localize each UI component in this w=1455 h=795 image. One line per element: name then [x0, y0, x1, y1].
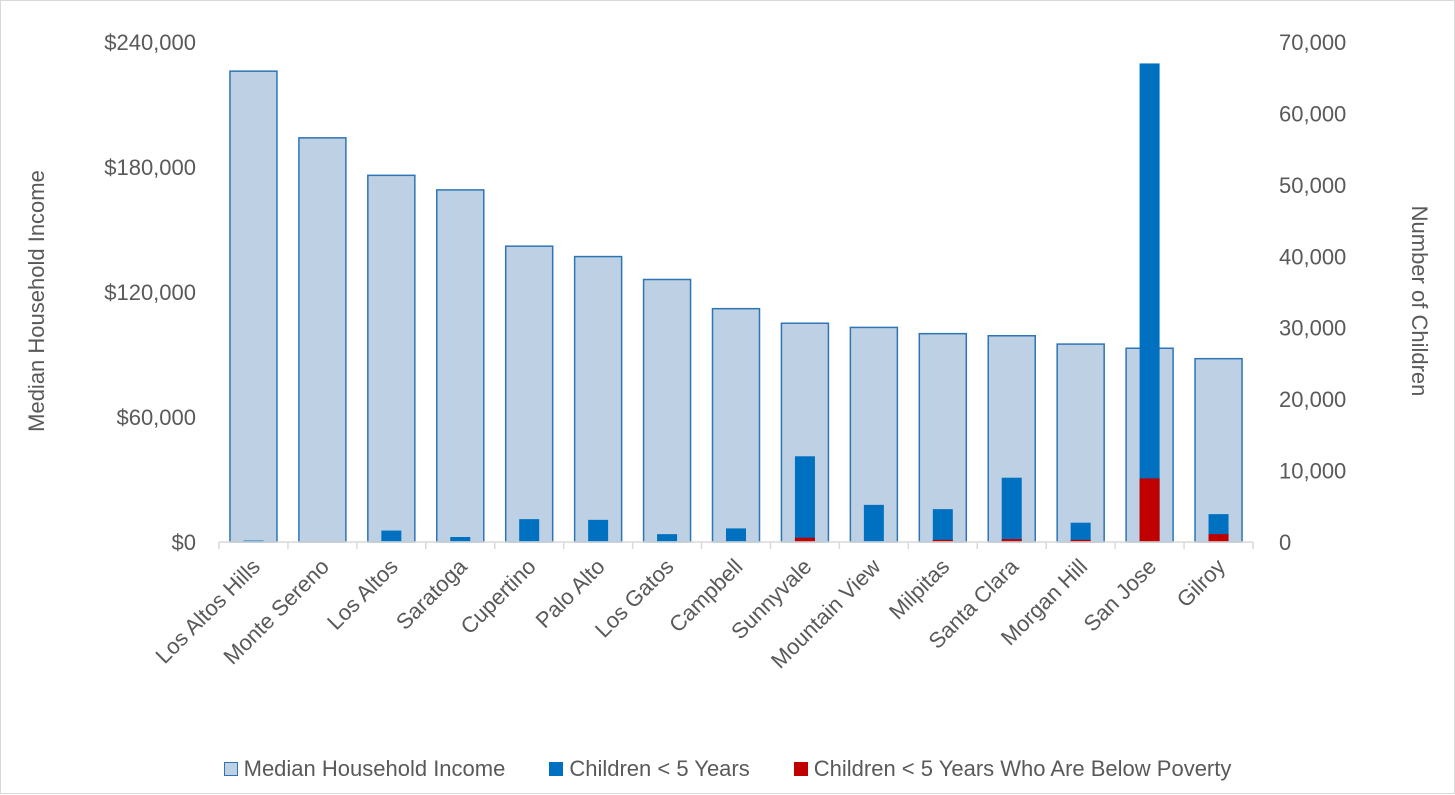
poverty-bar: [1001, 539, 1022, 542]
x-tick-label: San Jose: [1079, 554, 1162, 637]
income-bar: [436, 189, 485, 543]
children-bars: [243, 63, 1229, 543]
legend-swatch-poverty: [793, 762, 808, 776]
children-bar: [657, 534, 678, 542]
children-bar: [932, 509, 953, 542]
y-right-tick-label: 20,000: [1279, 387, 1346, 412]
income-bar: [573, 255, 623, 543]
income-bar: [642, 278, 692, 543]
y-right-tick-label: 30,000: [1279, 316, 1346, 341]
poverty-bar: [1208, 534, 1229, 542]
y-right-tick-label: 40,000: [1279, 244, 1346, 269]
poverty-bar: [794, 537, 815, 542]
children-bar: [519, 519, 540, 542]
y-right-tick-label: 10,000: [1279, 459, 1346, 484]
children-bar: [588, 519, 609, 542]
legend-item-income: Median Household Income: [223, 756, 506, 782]
legend-label-children: Children < 5 Years: [569, 756, 750, 781]
children-bar: [1070, 522, 1091, 542]
income-bar: [504, 245, 554, 543]
children-bar: [1139, 63, 1160, 543]
legend-swatch-children: [549, 762, 564, 776]
x-tick-label: Los Altos: [322, 554, 403, 635]
legend-swatch-income: [223, 762, 238, 776]
children-bar: [1001, 477, 1022, 542]
children-bar: [381, 530, 402, 542]
income-bar: [711, 307, 761, 543]
income-bar: [298, 137, 347, 543]
y-right-tick-label: 70,000: [1279, 30, 1346, 55]
income-bar: [1056, 343, 1105, 543]
children-bar: [450, 537, 471, 542]
income-bar: [229, 70, 278, 543]
y-axis-right-title: Number of Children: [1407, 206, 1432, 397]
poverty-bar: [932, 539, 953, 542]
legend-item-poverty: Children < 5 Years Who Are Below Poverty: [793, 756, 1232, 782]
children-bar: [794, 456, 815, 542]
y-right-tick-label: 60,000: [1279, 101, 1346, 126]
legend: Median Household Income Children < 5 Yea…: [1, 756, 1454, 782]
y-left-tick-label: $180,000: [104, 155, 196, 180]
income-bar: [918, 332, 968, 543]
income-bar: [367, 174, 416, 543]
y-left-tick-label: $0: [172, 530, 196, 555]
y-right-tick-label: 0: [1279, 530, 1291, 555]
y-axis-right-ticks: 0 10,000 20,000 30,000 40,000 50,000 60,000 70,…: [1279, 30, 1346, 555]
legend-item-children: Children < 5 Years: [549, 756, 750, 782]
legend-label-income: Median Household Income: [243, 756, 506, 781]
y-left-tick-label: $120,000: [104, 280, 196, 305]
x-axis: [218, 541, 1254, 549]
y-left-tick-label: $60,000: [116, 405, 196, 430]
x-tick-label: Cupertino: [456, 554, 541, 639]
children-bar: [863, 504, 884, 542]
children-bar: [726, 528, 746, 542]
y-axis-left-title: Median Household Income: [24, 170, 49, 432]
x-tick-label: Milpitas: [884, 554, 954, 624]
income-bars: [229, 70, 1243, 543]
poverty-bars: [794, 478, 1229, 542]
legend-label-poverty: Children < 5 Years Who Are Below Poverty: [813, 756, 1232, 781]
y-right-tick-label: 50,000: [1279, 173, 1346, 198]
y-axis-left-ticks: $0 $60,000 $120,000 $180,000 $240,000: [104, 30, 196, 555]
poverty-bar: [1139, 478, 1160, 542]
y-left-tick-label: $240,000: [104, 30, 196, 55]
income-bar: [1194, 357, 1243, 543]
poverty-bar: [1070, 539, 1091, 542]
x-tick-label: Gilroy: [1172, 554, 1230, 612]
